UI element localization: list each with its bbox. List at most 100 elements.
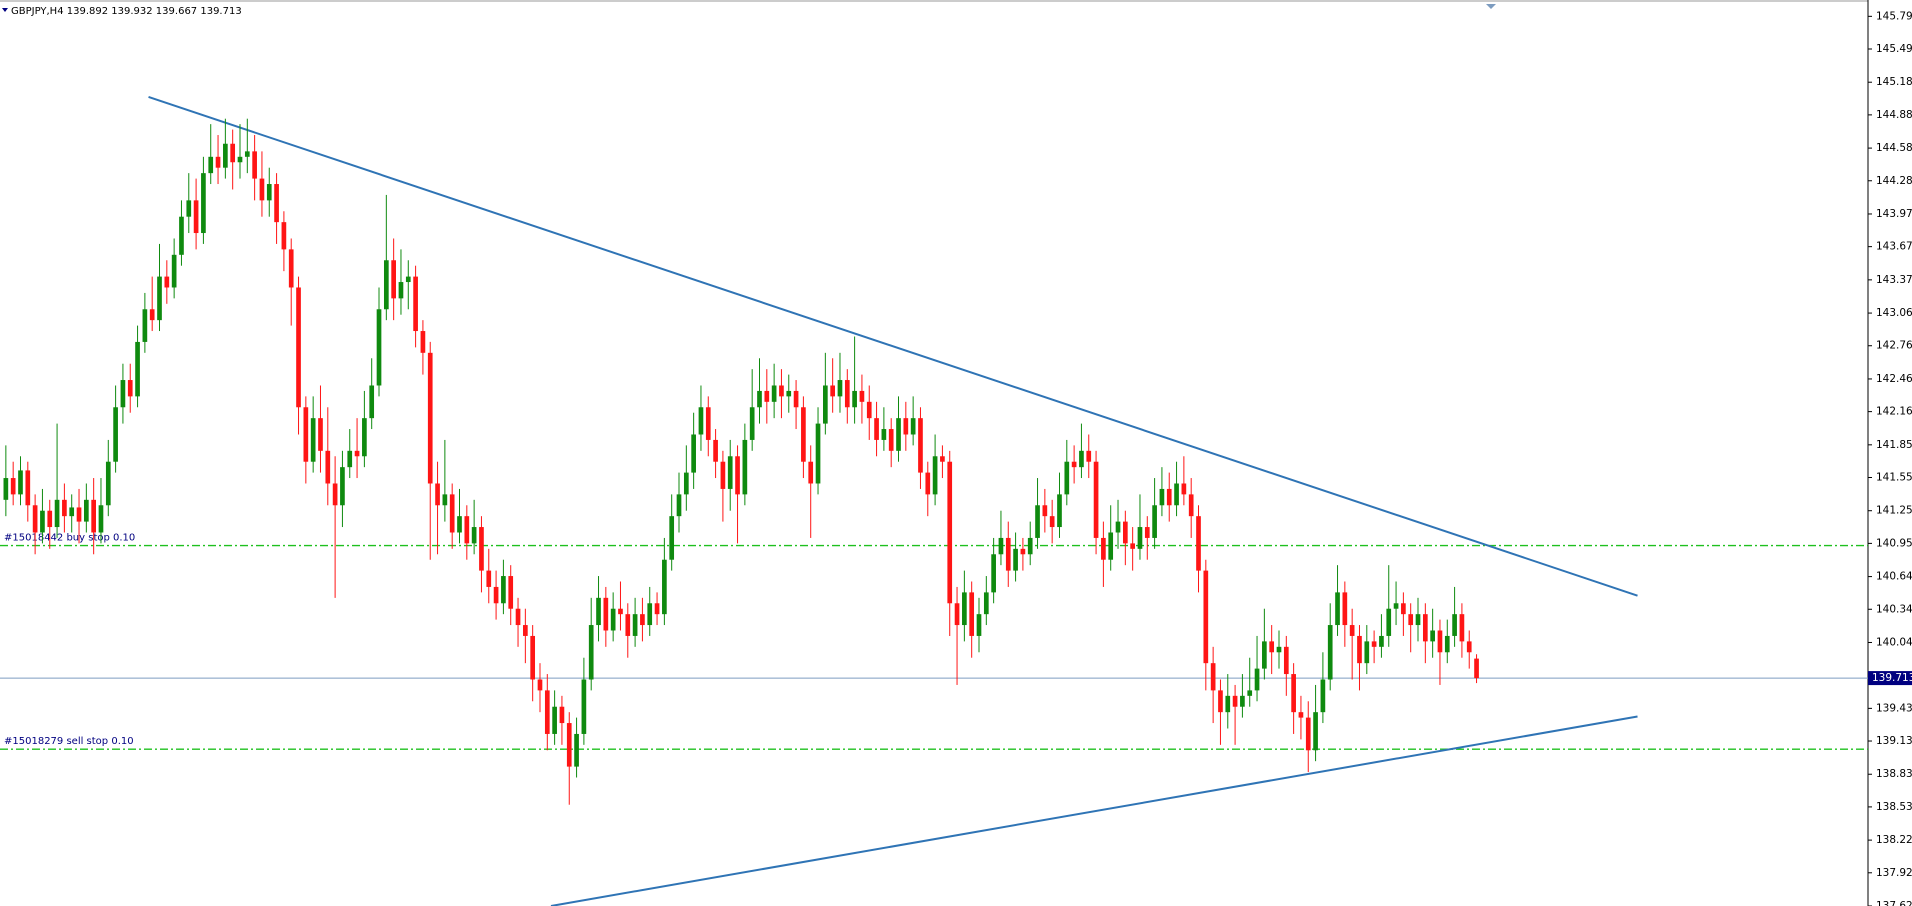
candle-body (1357, 635, 1362, 664)
candle-body (237, 156, 243, 163)
candle-body (1203, 570, 1209, 664)
y-tick-label: 139.435 (1876, 702, 1912, 714)
candle-body (523, 625, 528, 636)
candle-body (881, 429, 887, 440)
candle-body (1005, 537, 1011, 571)
candle-body (62, 499, 67, 517)
candle-body (508, 576, 514, 609)
candle-body (705, 407, 711, 440)
candle-body (801, 407, 806, 462)
y-tick-label: 137.620 (1876, 900, 1912, 906)
y-tick-label: 142.160 (1876, 406, 1912, 418)
candle-body (786, 390, 792, 397)
candle-body (1071, 461, 1077, 468)
candle-body (318, 418, 323, 451)
trend-line (550, 715, 1638, 906)
candle-body (244, 151, 250, 157)
candle-body (479, 527, 484, 571)
candle-body (164, 276, 170, 288)
candle-body (618, 608, 623, 615)
price-label: 139.713 (1872, 672, 1912, 684)
candle-body (1422, 614, 1428, 642)
candle-body (852, 390, 857, 408)
candle-body (757, 390, 762, 408)
candle-body (1196, 516, 1201, 571)
candle-body (288, 249, 294, 288)
candle-body (398, 282, 404, 299)
candle-body (1086, 450, 1092, 462)
candle-body (1137, 527, 1143, 549)
candle-body (10, 478, 16, 495)
candle-body (83, 499, 89, 522)
candle-body (1101, 537, 1106, 560)
candle-body (347, 450, 353, 468)
candle-body (1371, 641, 1377, 647)
candle-body (793, 390, 799, 408)
y-tick-label: 143.370 (1876, 274, 1912, 286)
candle-body (1283, 646, 1289, 675)
candle-body (771, 385, 777, 402)
candle-body (1327, 625, 1333, 680)
candle-body (340, 467, 345, 506)
candle-body (581, 679, 587, 734)
candle-body (471, 527, 477, 544)
y-tick-label: 137.925 (1876, 867, 1912, 879)
y-tick-label: 139.135 (1876, 735, 1912, 747)
candle-body (947, 461, 953, 604)
candle-body (683, 472, 689, 495)
candle-body (976, 614, 982, 636)
y-tick-label: 140.040 (1876, 636, 1912, 648)
candle-body (713, 439, 718, 462)
candle-body (383, 260, 389, 310)
candle-body (640, 614, 645, 626)
candle-body (691, 434, 696, 473)
candle-body (559, 706, 565, 724)
candle-body (18, 470, 23, 495)
candle-body (1181, 483, 1187, 495)
candle-body (647, 603, 653, 626)
title-marker (2, 8, 8, 12)
y-tick-label: 144.280 (1876, 175, 1912, 187)
candle-body (325, 450, 331, 484)
candle-body (1254, 668, 1260, 691)
candle-body (1269, 641, 1275, 653)
candle-body (1232, 695, 1238, 707)
candle-body (105, 461, 111, 506)
candle-body (727, 456, 733, 489)
candle-body (603, 597, 609, 631)
candle-body (779, 385, 784, 397)
y-tick-label: 144.580 (1876, 142, 1912, 154)
candle-body (1079, 450, 1084, 468)
candle-body (735, 456, 740, 495)
candle-body (596, 597, 601, 626)
y-tick-label: 138.530 (1876, 801, 1912, 813)
candle-body (1166, 488, 1172, 506)
candle-body (113, 407, 118, 462)
candle-body (420, 331, 426, 353)
candle-body (1474, 658, 1479, 679)
candle-body (903, 418, 909, 435)
candle-body (969, 592, 975, 636)
candle-body (127, 380, 133, 397)
candle-body (120, 380, 126, 408)
candle-body (296, 287, 301, 408)
candle-body (230, 143, 236, 163)
candle-body (1393, 603, 1399, 609)
candle-body (1305, 717, 1311, 751)
candle-body (449, 494, 455, 533)
candle-body (1122, 521, 1128, 544)
candle-body (376, 309, 382, 386)
candle-body (69, 507, 75, 517)
candle-body (1379, 635, 1384, 647)
candle-body (859, 390, 865, 402)
candle-body (208, 156, 214, 174)
candle-body (632, 614, 638, 636)
candle-body (1291, 674, 1296, 713)
candle-body (896, 418, 901, 451)
candle-body (1452, 614, 1457, 636)
candle-body (1210, 663, 1216, 691)
candle-body (32, 505, 38, 533)
y-tick-label: 140.345 (1876, 603, 1912, 615)
candle-body (91, 499, 96, 533)
candle-body (98, 505, 104, 533)
